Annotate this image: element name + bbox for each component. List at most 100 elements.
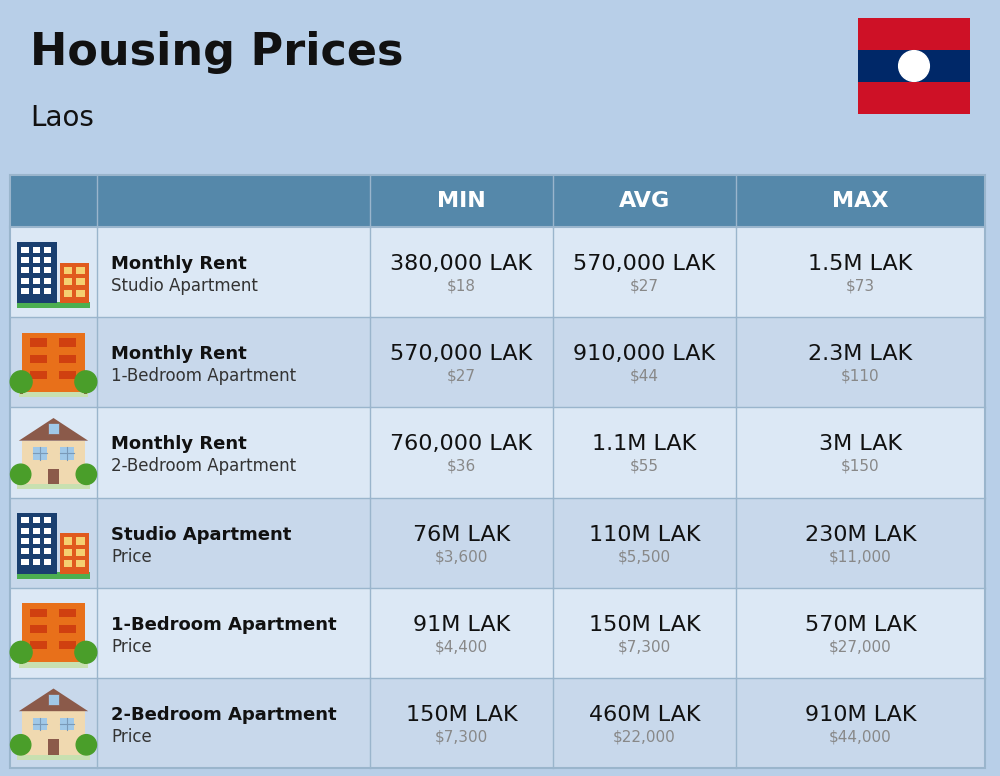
Text: 150M LAK: 150M LAK [406,705,517,725]
Bar [21,559,29,565]
Bar [10,677,985,768]
Bar [19,392,88,397]
Text: 380,000 LAK: 380,000 LAK [390,254,533,274]
Circle shape [75,641,97,663]
Circle shape [10,641,32,663]
Bar [76,289,85,297]
Bar [22,333,85,392]
Bar [33,548,40,554]
Bar [64,289,72,297]
Text: $5,500: $5,500 [618,549,671,564]
Polygon shape [19,688,88,711]
Bar [44,257,51,263]
Text: 570,000 LAK: 570,000 LAK [573,254,716,274]
Bar [76,560,85,567]
Bar [59,338,76,347]
Bar [48,424,59,435]
Bar [21,247,29,253]
Text: 150M LAK: 150M LAK [589,615,700,635]
Text: 2-Bedroom Apartment: 2-Bedroom Apartment [111,706,337,724]
Bar [33,257,40,263]
Text: $150: $150 [841,459,880,474]
Bar [10,227,985,317]
Bar [21,268,29,273]
Bar [33,718,47,730]
Text: Studio Apartment: Studio Apartment [111,277,258,295]
Text: 1.5M LAK: 1.5M LAK [808,254,913,274]
Bar [10,587,985,677]
Bar [33,288,40,294]
Bar [64,267,72,274]
Text: 910M LAK: 910M LAK [805,705,916,725]
Text: Price: Price [111,548,152,566]
Bar [858,82,970,114]
Bar [21,538,29,544]
Text: $44,000: $44,000 [829,729,892,744]
Bar [84,653,87,664]
Bar [20,382,23,393]
Bar [21,528,29,534]
Text: $22,000: $22,000 [613,729,676,744]
Text: $7,300: $7,300 [435,729,488,744]
Text: $27: $27 [630,279,659,293]
Circle shape [11,735,31,755]
Text: Housing Prices: Housing Prices [30,30,404,74]
Bar [59,371,76,379]
Text: Monthly Rent: Monthly Rent [111,345,247,363]
Bar [33,268,40,273]
Bar [59,625,76,633]
Text: 760,000 LAK: 760,000 LAK [390,435,533,455]
Text: Monthly Rent: Monthly Rent [111,435,247,453]
Bar [60,263,89,303]
Text: 2-Bedroom Apartment: 2-Bedroom Apartment [111,457,296,476]
Text: 230M LAK: 230M LAK [805,525,916,545]
Bar [44,528,51,534]
Text: 1-Bedroom Apartment: 1-Bedroom Apartment [111,615,337,634]
Bar [22,711,85,755]
Text: $73: $73 [846,279,875,293]
Bar [30,625,47,633]
Text: 91M LAK: 91M LAK [413,615,510,635]
Bar [858,18,970,50]
Bar [76,549,85,556]
Text: Studio Apartment: Studio Apartment [111,525,291,543]
Circle shape [10,371,32,393]
Bar [48,740,59,755]
Bar [21,548,29,554]
Text: 570M LAK: 570M LAK [805,615,916,635]
Bar [21,517,29,523]
Text: $27: $27 [447,369,476,384]
Bar [44,288,51,294]
Bar [33,517,40,523]
Circle shape [76,735,96,755]
Text: 570,000 LAK: 570,000 LAK [390,345,533,364]
Text: $4,400: $4,400 [435,639,488,654]
Bar [17,572,90,579]
Text: $3,600: $3,600 [435,549,488,564]
Text: Price: Price [111,728,152,746]
Bar [33,528,40,534]
Bar [10,497,985,587]
Text: $7,300: $7,300 [618,639,671,654]
Bar [33,559,40,565]
Bar [10,175,985,227]
Circle shape [899,50,929,81]
Bar [21,278,29,284]
Bar [33,538,40,544]
Circle shape [11,464,31,484]
Bar [17,483,90,489]
Text: 110M LAK: 110M LAK [589,525,700,545]
Bar [76,537,85,545]
Bar [84,382,87,393]
Bar [64,549,72,556]
Bar [48,694,59,705]
Bar [22,441,85,484]
Bar [59,355,76,363]
Text: MIN: MIN [437,191,486,211]
Bar [60,447,74,459]
Text: 2.3M LAK: 2.3M LAK [808,345,913,364]
Bar [19,663,88,668]
Text: 1-Bedroom Apartment: 1-Bedroom Apartment [111,367,296,385]
Circle shape [76,464,96,484]
Text: 460M LAK: 460M LAK [589,705,700,725]
